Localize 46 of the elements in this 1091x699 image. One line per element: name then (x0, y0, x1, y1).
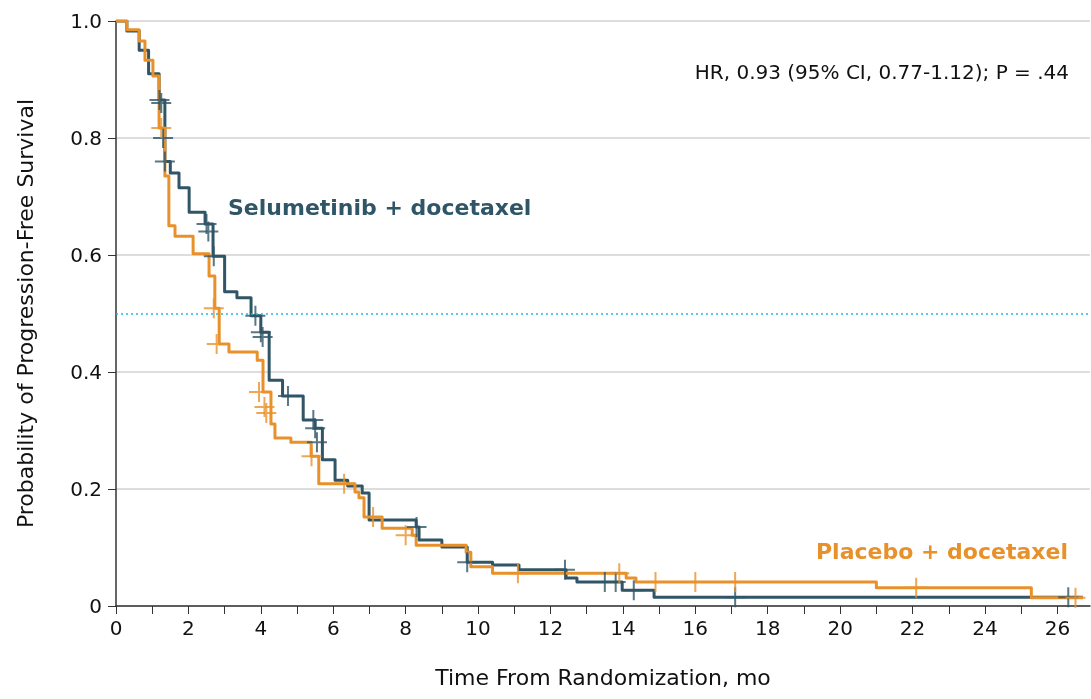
point (203, 298, 224, 319)
y-tick-label: 0 (89, 594, 102, 618)
x-tick-label: 22 (899, 616, 926, 640)
x-tick-label: 20 (827, 616, 853, 640)
x-tick-label: 16 (682, 616, 709, 640)
x-tick-label: 12 (537, 616, 564, 640)
point (151, 118, 172, 139)
point (245, 305, 266, 326)
point (507, 563, 528, 584)
x-tick-label: 4 (254, 616, 268, 640)
y-tick-label: 0.2 (70, 477, 102, 501)
y-tick-label: 0.6 (70, 243, 102, 267)
point (306, 432, 327, 453)
x-tick-label: 2 (182, 616, 195, 640)
point (406, 517, 427, 538)
x-tick-label: 10 (465, 616, 491, 640)
point (301, 446, 322, 467)
point (153, 128, 174, 148)
point (1065, 587, 1086, 608)
point (203, 246, 224, 267)
x-tick-label: 8 (399, 616, 413, 640)
point (609, 563, 630, 584)
point (906, 577, 927, 598)
x-tick-label: 6 (326, 616, 340, 640)
y-tick-label: 1.0 (70, 9, 102, 33)
x-tick-label: 0 (109, 616, 123, 640)
x-axis-title: Time From Randomization, mo (434, 664, 771, 690)
point (154, 151, 175, 172)
x-tick-label: 18 (755, 616, 781, 640)
annotation: HR, 0.93 (95% CI, 0.77-1.12); P = .44 (694, 60, 1069, 84)
point (334, 473, 355, 494)
point (395, 525, 416, 546)
point (256, 402, 277, 423)
point (554, 559, 575, 580)
point (457, 552, 478, 573)
x-tick-label: 14 (610, 616, 636, 640)
series-label: Placebo + docetaxel (816, 538, 1068, 564)
point (623, 580, 644, 601)
point (198, 221, 219, 242)
point (305, 418, 326, 439)
series-label: Selumetinib + docetaxel (228, 194, 532, 220)
y-axis-title: Probability of Progression-Free Survival (12, 98, 38, 529)
y-tick-label: 0.8 (70, 126, 102, 150)
y-tick-label: 0.4 (70, 360, 102, 384)
x-tick-label: 26 (1044, 616, 1071, 640)
x-tick-label: 24 (972, 616, 998, 640)
